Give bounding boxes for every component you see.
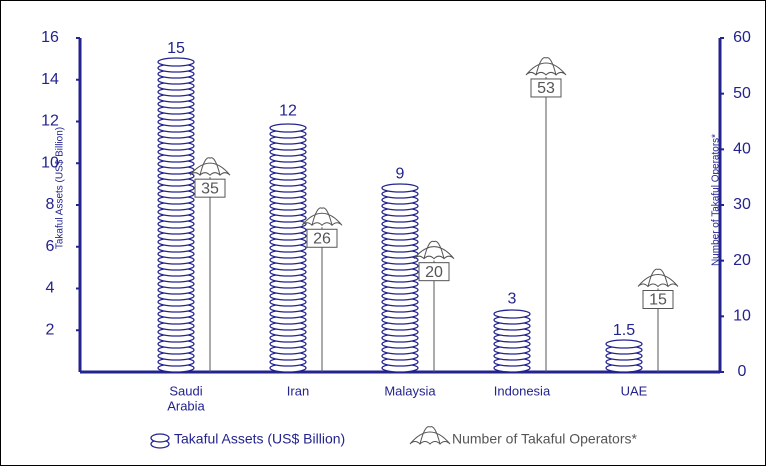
y2-axis-label: Number of Takaful Operators* [711,134,722,266]
coin [269,123,307,133]
coin [157,57,195,67]
x-tick-label: Iran [287,383,309,398]
x-tick-label: UAE [621,383,648,398]
y2-tick-label: 40 [733,141,751,158]
x-tick-label: Indonesia [494,383,551,398]
y2-tick-label: 10 [733,308,751,325]
y-tick-label: 14 [41,71,59,88]
value-label: 9 [396,165,405,182]
y2-tick-label: 60 [733,29,751,46]
y-tick-label: 4 [46,280,55,297]
y-tick-label: 16 [41,29,59,46]
coin-stack [381,183,419,373]
coin-stack [493,309,531,373]
value-box [418,262,450,282]
umbrella [301,207,343,226]
coin [605,339,643,349]
y-tick-label: 2 [46,321,55,338]
operator-pole [301,207,343,372]
y2-tick-label: 50 [733,85,751,102]
y-tick-label: 10 [41,154,59,171]
value-label: 20 [425,264,443,281]
value-label: 53 [537,80,555,97]
y2-tick-label: 30 [733,196,751,213]
value-label: 26 [313,230,331,247]
operator-pole [525,57,567,372]
value-box [306,228,338,248]
value-label: 12 [279,103,297,120]
value-box [642,290,674,309]
value-label: 1.5 [613,322,635,339]
value-box [530,78,562,98]
y-axis-label: Takaful Assets (US$ Billion) [55,127,66,249]
x-tick-label: Malaysia [384,383,436,398]
value-label: 15 [167,40,185,57]
y2-tick-label: 0 [738,363,747,380]
coin-stack [605,339,643,373]
y-tick-label: 6 [46,238,55,255]
y-tick-label: 8 [46,196,55,213]
value-label: 3 [508,291,517,308]
legend-icon-operators [409,426,451,445]
y-tick-label: 12 [41,113,59,130]
value-label: 15 [649,292,667,309]
umbrella [189,157,231,176]
value-label: 35 [201,180,219,197]
value-box [194,178,226,198]
x-tick-label: Saudi [169,383,202,398]
umbrella [525,57,567,76]
umbrella [413,240,455,260]
y2-tick-label: 20 [733,252,751,269]
coin-stack [157,57,195,373]
coin [493,309,531,319]
legend-label: Takaful Assets (US$ Billion) [174,431,345,447]
umbrella [637,268,679,288]
coin-stack [269,123,307,373]
coin [150,433,170,443]
x-tick-label: Arabia [167,398,205,413]
legend-icon-assets [150,433,170,449]
operator-pole [189,157,231,372]
legend-label: Number of Takaful Operators* [452,431,637,447]
umbrella [409,426,451,445]
coin [381,183,419,193]
